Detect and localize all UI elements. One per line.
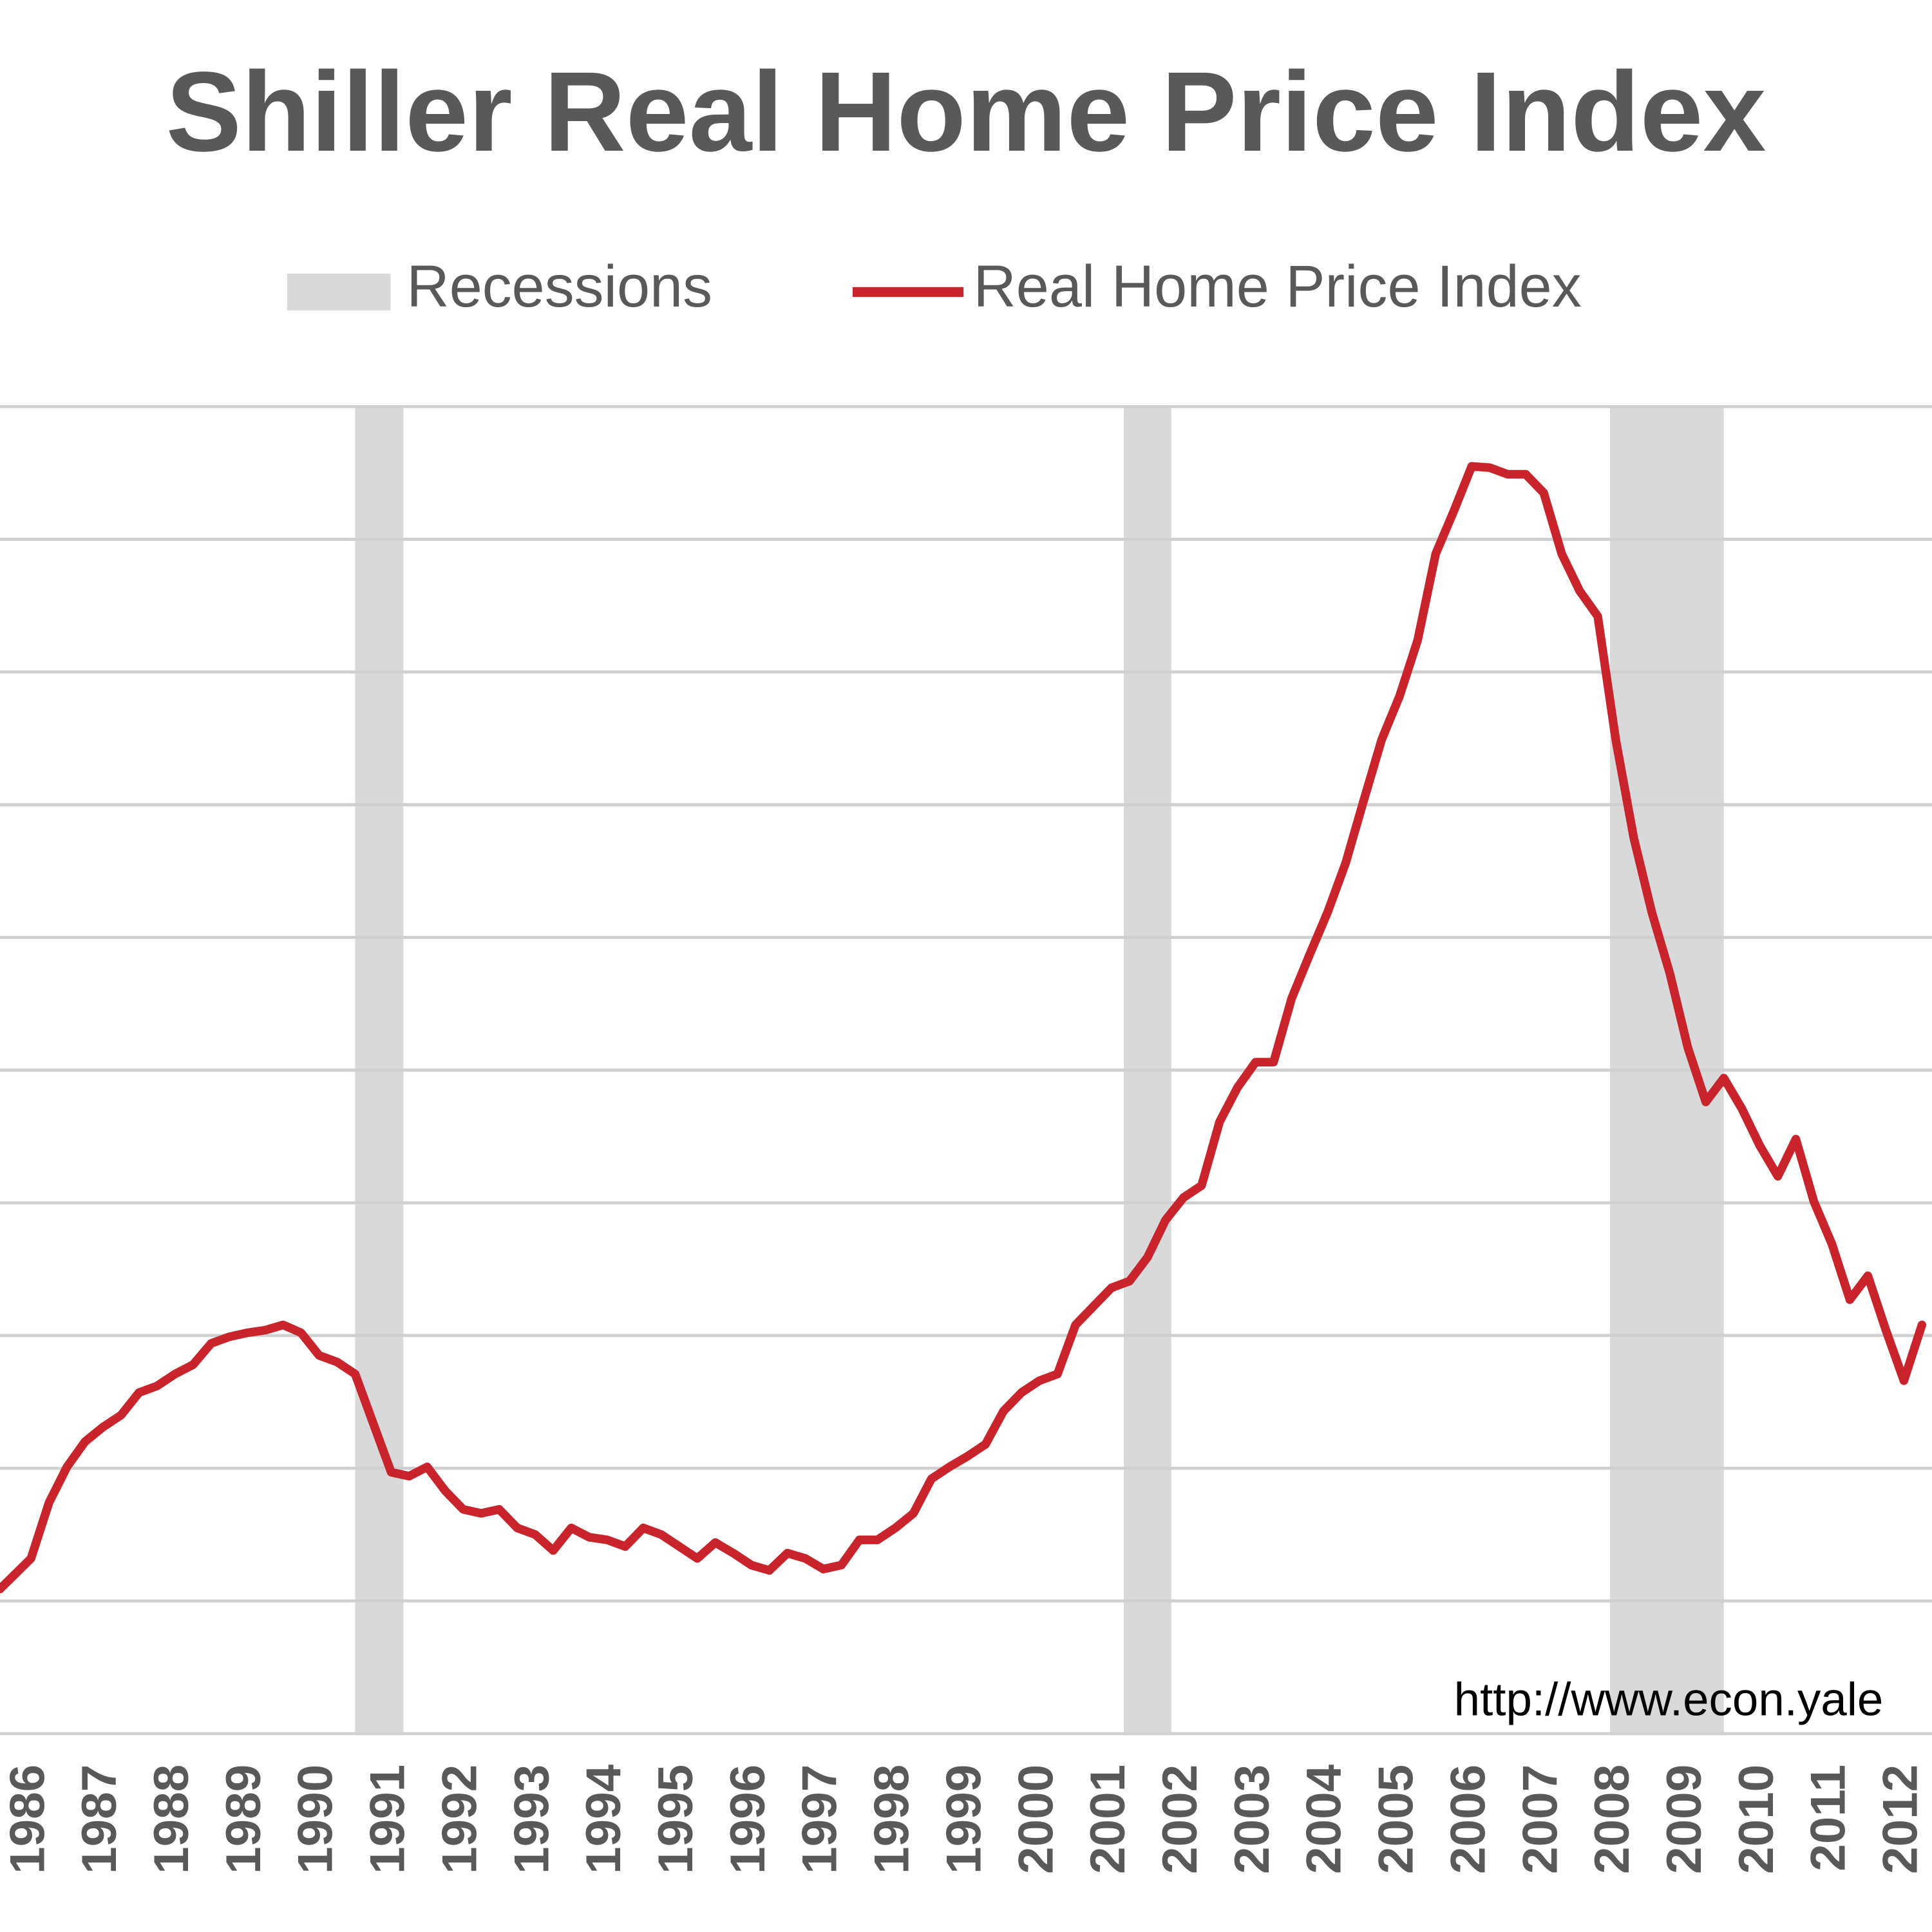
x-tick-label: 1996 [721,1765,775,1874]
x-tick-label: 2005 [1369,1765,1424,1874]
x-tick-label: 1987 [72,1765,127,1874]
x-tick-label: 2009 [1657,1765,1712,1874]
x-tick-label: 2001 [1081,1765,1135,1874]
x-tick-label: 1995 [649,1765,703,1874]
x-tick-label: 2002 [1153,1765,1208,1874]
x-tick-label: 2004 [1297,1764,1352,1874]
legend-swatch [287,273,391,311]
legend-label: Real Home Price Index [973,254,1581,319]
source-note: http://www.econ.yale [1454,1673,1884,1725]
x-tick-label: 1988 [144,1765,199,1874]
x-tick-label: 1990 [289,1765,343,1874]
x-tick-label: 2006 [1441,1765,1495,1874]
x-tick-label: 1989 [216,1765,271,1874]
x-tick-label: 1999 [936,1765,991,1874]
x-tick-label: 1997 [793,1765,848,1874]
x-tick-label: 1994 [576,1764,631,1874]
x-tick-label: 1986 [0,1765,55,1874]
price-line [0,462,1927,1594]
x-tick-label: 2012 [1873,1765,1928,1874]
x-tick-label: 1992 [432,1765,487,1874]
x-tick-label: 1991 [361,1765,415,1874]
legend-label: Recessions [406,254,712,319]
legend: Recessions Real Home Price Index [287,254,1582,319]
chart-title: Shiller Real Home Price Index [166,49,1766,175]
x-tick-label: 2011 [1801,1765,1856,1871]
x-tick-label: 1998 [865,1765,920,1874]
x-tick-label: 2007 [1513,1765,1567,1874]
x-tick-label: 2008 [1585,1765,1640,1874]
x-tick-label: 2003 [1225,1765,1280,1874]
x-tick-label: 2000 [1009,1765,1063,1874]
x-tick-label: 2010 [1729,1765,1784,1874]
x-tick-label: 1993 [504,1765,559,1874]
